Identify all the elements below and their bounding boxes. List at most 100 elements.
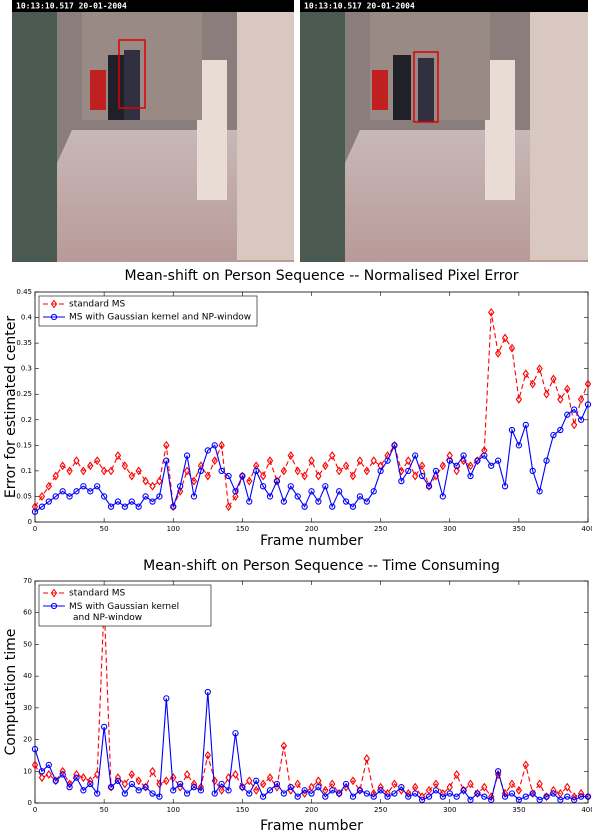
point xyxy=(197,787,205,794)
point xyxy=(156,779,163,789)
point xyxy=(501,483,509,490)
point xyxy=(31,760,39,770)
point xyxy=(384,457,391,464)
y-tick-label: 0 xyxy=(28,518,32,526)
point xyxy=(287,783,294,791)
point xyxy=(356,785,364,795)
y-tick-label: 50 xyxy=(23,640,32,648)
point xyxy=(522,421,529,429)
point xyxy=(190,476,198,486)
point xyxy=(432,467,440,475)
point xyxy=(239,782,246,792)
point xyxy=(287,451,294,461)
point xyxy=(259,483,267,490)
point xyxy=(128,780,135,788)
point xyxy=(315,498,322,505)
point xyxy=(80,773,87,783)
point xyxy=(204,750,211,760)
chart-title: Mean-shift on Person Sequence -- Time Co… xyxy=(143,558,500,574)
x-tick-label: 200 xyxy=(305,806,318,814)
point xyxy=(356,787,364,794)
point xyxy=(128,498,135,505)
point xyxy=(177,780,184,788)
point xyxy=(183,790,191,797)
point xyxy=(363,466,370,476)
x-tick-label: 400 xyxy=(581,525,592,533)
legend-box xyxy=(38,295,258,327)
point xyxy=(474,789,481,798)
legend-label: standard MS xyxy=(69,589,126,599)
point xyxy=(59,771,66,778)
point xyxy=(384,793,391,800)
point xyxy=(342,498,350,505)
y-tick-label: 0.25 xyxy=(16,390,32,398)
x-tick-label: 50 xyxy=(100,525,109,533)
point xyxy=(453,793,460,800)
point xyxy=(370,456,377,466)
point xyxy=(294,793,301,800)
y-tick-label: 0.1 xyxy=(21,467,32,475)
point xyxy=(94,483,101,490)
point xyxy=(239,471,246,481)
point xyxy=(59,461,66,471)
point xyxy=(259,793,267,800)
y-tick-label: 30 xyxy=(23,704,32,712)
point xyxy=(529,467,536,475)
point xyxy=(87,780,94,788)
point xyxy=(481,452,488,459)
x-tick-label: 200 xyxy=(305,525,318,533)
x-tick-label: 50 xyxy=(100,806,109,814)
point xyxy=(405,793,412,800)
point xyxy=(488,307,495,317)
point xyxy=(204,447,211,454)
point xyxy=(584,792,592,802)
point xyxy=(363,790,370,797)
point xyxy=(467,796,474,803)
point xyxy=(391,440,398,450)
point xyxy=(494,768,502,775)
point xyxy=(577,793,585,800)
point xyxy=(259,779,267,789)
point xyxy=(412,471,419,481)
point xyxy=(550,431,557,439)
point xyxy=(149,481,156,491)
point xyxy=(121,779,129,789)
point xyxy=(453,462,460,469)
point xyxy=(266,773,274,783)
legend-marker xyxy=(50,588,58,598)
point xyxy=(557,394,564,404)
point xyxy=(425,483,433,490)
point xyxy=(432,787,440,794)
point xyxy=(114,451,122,461)
y-tick-label: 70 xyxy=(23,577,32,585)
point xyxy=(356,493,364,500)
point xyxy=(225,502,232,512)
point xyxy=(315,471,322,481)
point xyxy=(508,426,516,434)
point xyxy=(522,760,529,770)
point xyxy=(211,776,218,786)
point xyxy=(335,488,343,495)
y-tick-label: 0.3 xyxy=(21,365,32,373)
point xyxy=(515,796,523,803)
point xyxy=(564,384,571,394)
point xyxy=(564,411,571,418)
x-tick-label: 300 xyxy=(443,806,456,814)
point xyxy=(38,491,46,501)
point xyxy=(474,790,481,797)
point xyxy=(322,483,329,490)
point xyxy=(66,783,73,791)
point xyxy=(425,793,433,800)
point xyxy=(114,777,122,784)
point xyxy=(38,773,46,783)
point xyxy=(501,793,509,800)
point xyxy=(467,472,474,480)
point xyxy=(253,467,260,475)
point xyxy=(128,770,135,779)
point xyxy=(301,503,308,510)
point xyxy=(412,452,419,459)
y-tick-label: 0.4 xyxy=(21,314,33,322)
point xyxy=(170,502,177,512)
point xyxy=(107,466,115,476)
timestamp: 10:13:10.517 20-01-2004 xyxy=(304,2,415,11)
